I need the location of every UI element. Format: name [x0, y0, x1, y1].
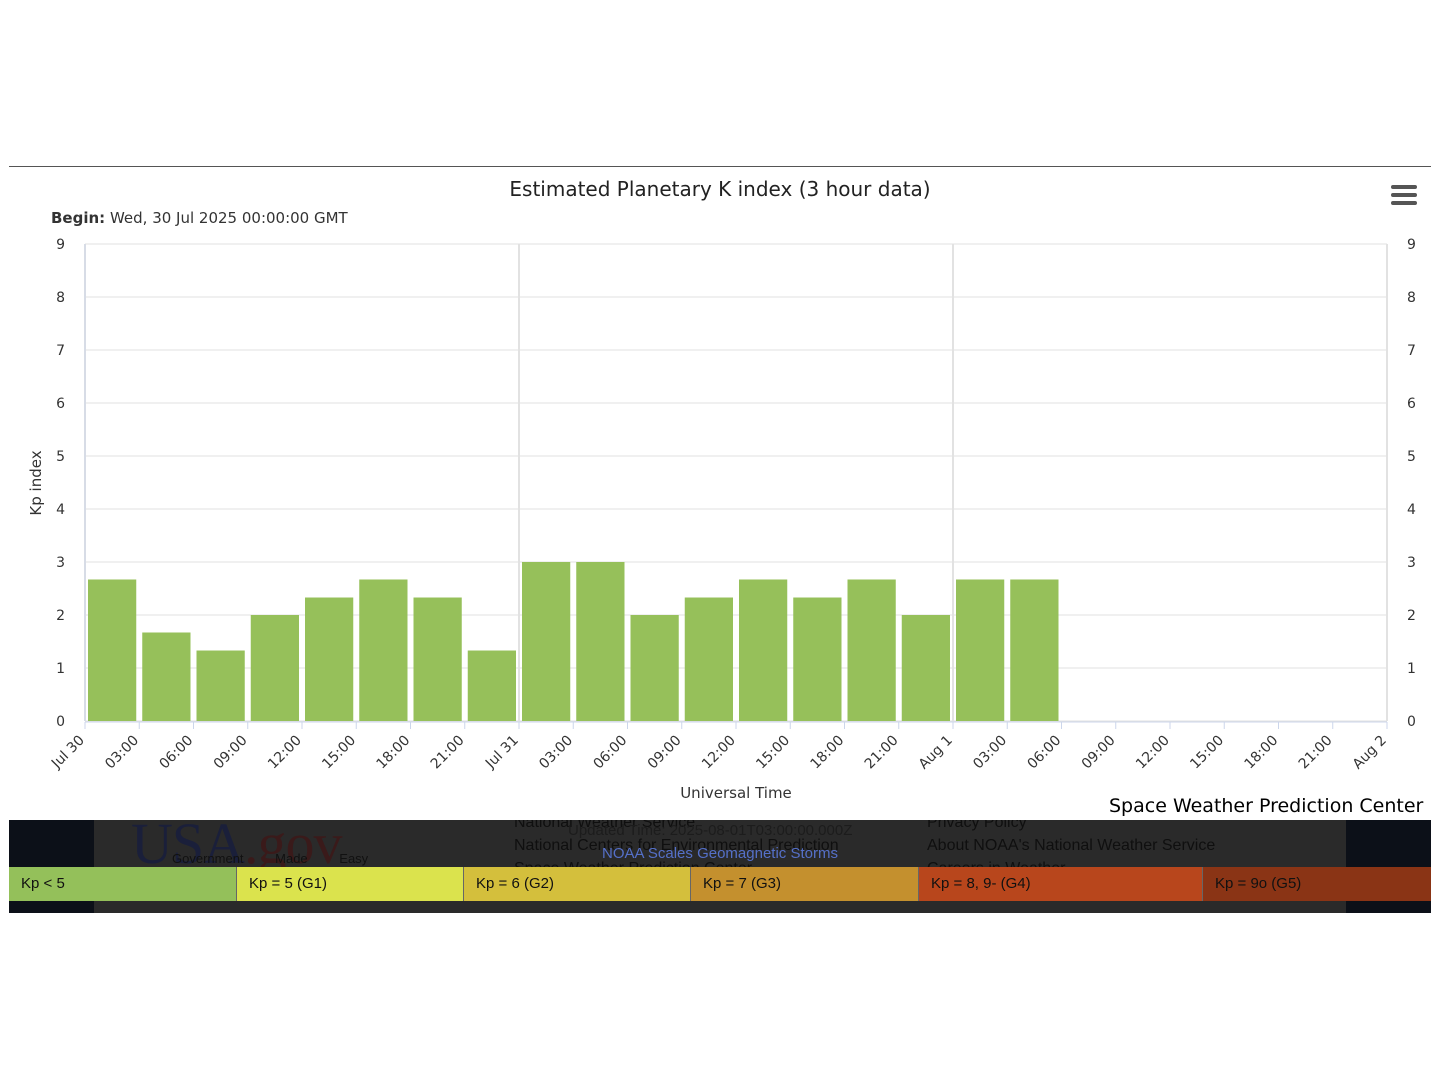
bar-layer: [88, 562, 1059, 721]
chart-credit: Space Weather Prediction Center: [1109, 795, 1424, 817]
footer-link-privacy[interactable]: Privacy Policy: [927, 820, 1027, 831]
updated-time: Updated Time: 2025-08-01T03:00:00.000Z: [568, 822, 853, 839]
x-tick-label: 15:00: [319, 733, 359, 773]
y-tick-label-left: 7: [56, 343, 65, 359]
begin-line: Begin: Wed, 30 Jul 2025 00:00:00 GMT: [51, 209, 348, 227]
y-tick-label-left: 2: [56, 608, 65, 624]
y-tick-label-left: 8: [56, 290, 65, 306]
kp-bar: [956, 579, 1005, 721]
y-tick-label-right: 1: [1407, 661, 1416, 677]
y-tick-label-right: 5: [1407, 449, 1416, 465]
x-tick-label: 06:00: [156, 733, 196, 773]
x-tick-label: Aug 1: [916, 733, 956, 773]
scale-segment: Kp = 6 (G2): [464, 867, 691, 901]
y-tick-label-right: 9: [1407, 237, 1416, 253]
kp-bar: [359, 579, 408, 721]
x-tick-label: 21:00: [862, 733, 902, 773]
begin-label: Begin:: [51, 209, 106, 227]
y-tick-label-left: 5: [56, 449, 65, 465]
kp-bar: [1010, 579, 1059, 721]
kp-bar: [305, 597, 354, 721]
x-tick-label: 06:00: [590, 733, 630, 773]
x-tick-label: 18:00: [1241, 733, 1281, 773]
y-tick-label-right: 7: [1407, 343, 1416, 359]
kp-bar: [142, 632, 191, 721]
y-tick-label-left: 3: [56, 555, 65, 571]
y-tick-label-right: 6: [1407, 396, 1416, 412]
kp-bar: [576, 562, 625, 721]
y-tick-label-right: 2: [1407, 608, 1416, 624]
x-tick-label: 03:00: [970, 733, 1010, 773]
scale-segment: Kp = 8, 9- (G4): [919, 867, 1203, 901]
noaa-scales-title[interactable]: NOAA Scales Geomagnetic Storms: [602, 845, 838, 862]
x-tick-label: 09:00: [211, 733, 251, 773]
kp-bar: [196, 650, 245, 721]
x-tick-label: 12:00: [699, 733, 739, 773]
y-tick-label-right: 4: [1407, 502, 1416, 518]
chart-panel: 0 0 1 1 2 2 3 3 4 4 5 5 6 6 7 7 8 8 9 9 Jul 30 03:00 06:00 09:0…: [9, 166, 1431, 821]
y-tick-label-left: 9: [56, 237, 65, 253]
footer-link-about[interactable]: About NOAA's National Weather Service: [927, 837, 1216, 854]
chart-title: Estimated Planetary K index (3 hour data…: [509, 177, 931, 201]
x-tick-label: 03:00: [102, 733, 142, 773]
x-tick-label: 09:00: [1079, 733, 1119, 773]
y-tick-label-left: 4: [56, 502, 65, 518]
x-tick-label: 09:00: [645, 733, 685, 773]
kp-bar: [250, 615, 299, 721]
y-axis-title: Kp index: [27, 450, 45, 515]
scale-segment: Kp = 9o (G5): [1203, 867, 1431, 901]
kp-bar: [413, 597, 462, 721]
scale-segment: Kp = 7 (G3): [691, 867, 919, 901]
x-tick-label: 12:00: [265, 733, 305, 773]
y-tick-label-right: 8: [1407, 290, 1416, 306]
x-tick-label: 21:00: [428, 733, 468, 773]
x-tick-label: 12:00: [1133, 733, 1173, 773]
x-axis-title: Universal Time: [680, 784, 792, 802]
kp-bar: [88, 579, 137, 721]
y-tick-label-left: 0: [56, 714, 65, 730]
x-tick-label: 15:00: [1187, 733, 1227, 773]
kp-bar: [630, 615, 679, 721]
x-tick-label: Jul 30: [48, 733, 88, 773]
kp-bar: [901, 615, 950, 721]
x-tick-label: 18:00: [807, 733, 847, 773]
x-tick-label: 21:00: [1296, 733, 1336, 773]
kp-bar: [467, 650, 516, 721]
y-tick-label-left: 1: [56, 661, 65, 677]
y-tick-label-left: 6: [56, 396, 65, 412]
kp-bar: [793, 597, 842, 721]
kp-bar: [522, 562, 571, 721]
kp-bar: [684, 597, 733, 721]
kp-bar: [739, 579, 788, 721]
kp-bar: [847, 579, 896, 721]
y-tick-label-right: 3: [1407, 555, 1416, 571]
x-tick-label: 18:00: [373, 733, 413, 773]
kp-chart: 0 0 1 1 2 2 3 3 4 4 5 5 6 6 7 7 8 8 9 9 Jul 30 03:00 06:00 09:0…: [27, 237, 1416, 802]
x-tick-label: 15:00: [753, 733, 793, 773]
begin-value: Wed, 30 Jul 2025 00:00:00 GMT: [109, 209, 348, 227]
x-tick-label: Jul 31: [482, 733, 522, 773]
x-tick-label: 03:00: [536, 733, 576, 773]
scale-segment: Kp = 5 (G1): [237, 867, 464, 901]
usa-gov-tagline: Government Made Easy: [172, 851, 369, 866]
hamburger-menu-icon[interactable]: [1391, 185, 1417, 207]
usa-gov-logo[interactable]: USA.gov: [131, 820, 343, 876]
x-tick-label: Aug 2: [1350, 733, 1390, 773]
y-tick-label-right: 0: [1407, 714, 1416, 730]
scale-segment: Kp < 5: [9, 867, 237, 901]
x-tick-label: 06:00: [1024, 733, 1064, 773]
footer-link-nws[interactable]: National Weather Service: [514, 820, 696, 831]
noaa-scale-bar: Kp < 5 Kp = 5 (G1) Kp = 6 (G2) Kp = 7 (G3) K…: [9, 867, 1431, 901]
footer-link-ncep[interactable]: National Centers for Environmental Predi…: [514, 837, 839, 854]
